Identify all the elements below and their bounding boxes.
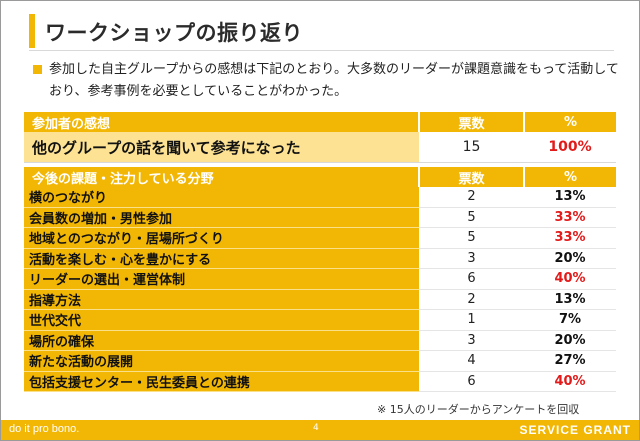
row-label: 会員数の増加・男性参加 bbox=[24, 207, 419, 228]
title-accent-bar bbox=[29, 14, 35, 48]
row-percent: 7% bbox=[524, 309, 616, 331]
row-label: 世代交代 bbox=[24, 309, 419, 331]
page-title: ワークショップの振り返り bbox=[45, 21, 303, 45]
table-row: 他のグループの話を聞いて参考になった 15 100% bbox=[24, 132, 616, 163]
row-votes: 3 bbox=[419, 248, 524, 269]
footer-tagline: do it pro bono. bbox=[9, 423, 80, 435]
row-label: 指導方法 bbox=[24, 289, 419, 310]
table-row: 指導方法 2 13% bbox=[24, 289, 616, 310]
header-impressions: 参加者の感想 bbox=[24, 112, 420, 132]
title-divider bbox=[29, 50, 614, 51]
row-votes: 3 bbox=[419, 330, 524, 351]
header-issues: 今後の課題・注力している分野 bbox=[24, 167, 420, 187]
row-percent: 100% bbox=[524, 132, 616, 163]
table-row: 地域とのつながり・居場所づくり 5 33% bbox=[24, 227, 616, 249]
header-votes: 票数 bbox=[419, 112, 525, 132]
table-row: 世代交代 1 7% bbox=[24, 309, 616, 331]
row-label: 横のつながり bbox=[24, 187, 419, 208]
row-percent: 20% bbox=[524, 330, 616, 351]
row-votes: 2 bbox=[419, 187, 524, 208]
table-row: リーダーの選出・運営体制 6 40% bbox=[24, 268, 616, 290]
survey-note: ※ 15人のリーダーからアンケートを回収 bbox=[377, 403, 580, 416]
row-votes: 1 bbox=[419, 309, 524, 331]
row-label: 活動を楽しむ・心を豊かにする bbox=[24, 248, 419, 269]
footer-brand: SERVICE GRANT bbox=[519, 423, 631, 437]
row-label: 包括支援センター・民生委員との連携 bbox=[24, 371, 419, 392]
table-row: 場所の確保 3 20% bbox=[24, 330, 616, 351]
table-row: 横のつながり 2 13% bbox=[24, 187, 616, 208]
header-votes: 票数 bbox=[419, 167, 525, 187]
table-row: 活動を楽しむ・心を豊かにする 3 20% bbox=[24, 248, 616, 269]
table-row: 包括支援センター・民生委員との連携 6 40% bbox=[24, 371, 616, 392]
row-percent: 40% bbox=[524, 371, 616, 392]
intro-text: 参加した自主グループからの感想は下記のとおり。大多数のリーダーが課題意識をもって… bbox=[49, 62, 619, 99]
issues-header-row: 今後の課題・注力している分野 票数 % bbox=[24, 167, 616, 187]
row-percent: 13% bbox=[524, 289, 616, 310]
row-votes: 4 bbox=[419, 350, 524, 372]
row-percent: 33% bbox=[524, 207, 616, 228]
row-percent: 27% bbox=[524, 350, 616, 372]
header-percent: % bbox=[524, 112, 616, 132]
page-number: 4 bbox=[313, 423, 319, 433]
square-bullet-icon bbox=[33, 65, 42, 74]
row-label: 場所の確保 bbox=[24, 330, 419, 351]
row-votes: 2 bbox=[419, 289, 524, 310]
impressions-header-row: 参加者の感想 票数 % bbox=[24, 112, 616, 132]
footer-bar: do it pro bono. 4 SERVICE GRANT bbox=[1, 420, 639, 440]
row-votes: 5 bbox=[419, 227, 524, 249]
row-votes: 6 bbox=[419, 268, 524, 290]
table-row: 会員数の増加・男性参加 5 33% bbox=[24, 207, 616, 228]
row-percent: 13% bbox=[524, 187, 616, 208]
row-percent: 33% bbox=[524, 227, 616, 249]
row-label: 他のグループの話を聞いて参考になった bbox=[24, 132, 419, 163]
row-votes: 15 bbox=[419, 132, 524, 163]
header-percent: % bbox=[524, 167, 616, 187]
row-label: 地域とのつながり・居場所づくり bbox=[24, 227, 419, 249]
survey-table: 参加者の感想 票数 % 他のグループの話を聞いて参考になった 15 100% 今… bbox=[24, 112, 616, 392]
row-label: 新たな活動の展開 bbox=[24, 350, 419, 372]
row-label: リーダーの選出・運営体制 bbox=[24, 268, 419, 290]
row-percent: 20% bbox=[524, 248, 616, 269]
row-votes: 6 bbox=[419, 371, 524, 392]
row-votes: 5 bbox=[419, 207, 524, 228]
row-percent: 40% bbox=[524, 268, 616, 290]
table-row: 新たな活動の展開 4 27% bbox=[24, 350, 616, 372]
